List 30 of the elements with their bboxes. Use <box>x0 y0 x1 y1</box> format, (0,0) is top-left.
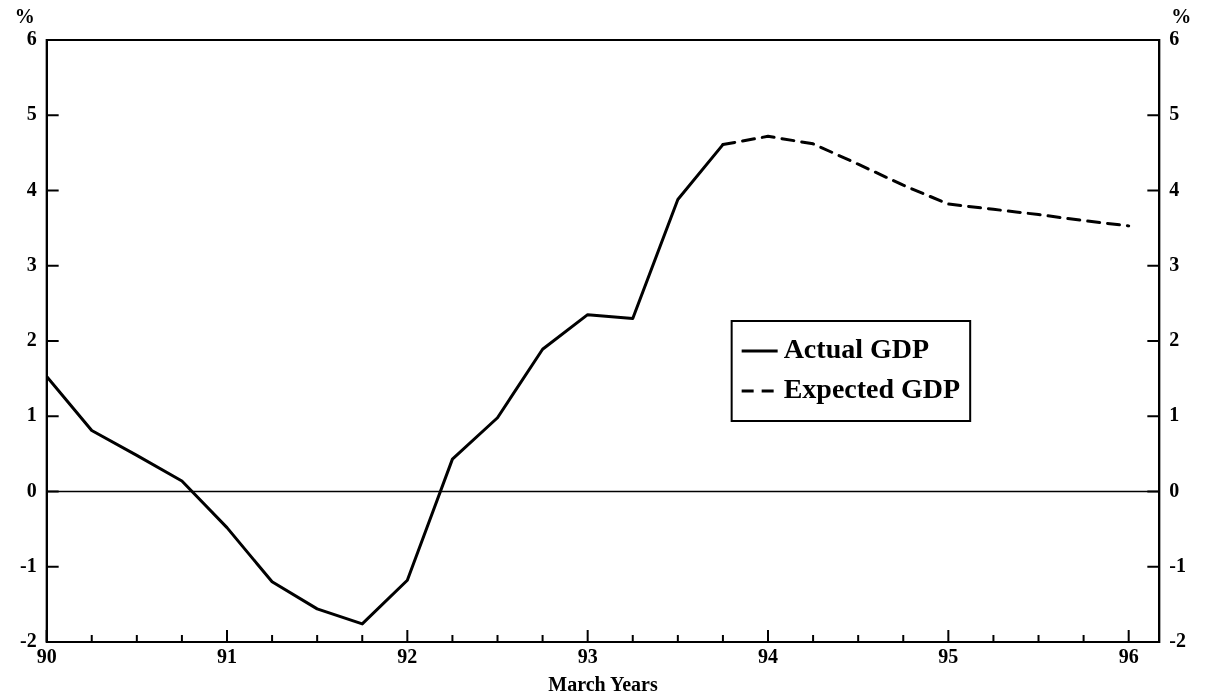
y-tick-label: 3 <box>26 252 37 275</box>
y2-axis-title: % <box>1171 5 1192 28</box>
legend-label: Actual GDP <box>783 333 930 365</box>
x-tick-label: 96 <box>1118 645 1139 668</box>
y-tick-label: 4 <box>26 177 37 200</box>
x-tick-label: 94 <box>758 645 779 668</box>
y-tick-label: 1 <box>26 403 37 426</box>
y2-tick-label: 1 <box>1169 403 1180 426</box>
y-tick-label: 2 <box>26 328 37 351</box>
x-tick-label: 93 <box>577 645 598 668</box>
x-axis-title: March Years <box>548 673 658 696</box>
y2-tick-label: 3 <box>1169 252 1180 275</box>
x-tick-label: 92 <box>397 645 418 668</box>
y2-tick-label: 6 <box>1169 27 1180 50</box>
y2-tick-label: 4 <box>1169 177 1180 200</box>
y-tick-label: -2 <box>19 629 37 652</box>
y2-tick-label: 0 <box>1169 478 1180 501</box>
y2-tick-label: 2 <box>1169 328 1180 351</box>
x-tick-label: 91 <box>217 645 237 668</box>
y-tick-label: 6 <box>26 27 37 50</box>
y2-tick-label: -2 <box>1169 629 1187 652</box>
y2-tick-label: 5 <box>1169 102 1180 125</box>
y-axis-title: % <box>14 5 35 28</box>
y-tick-label: 5 <box>26 102 37 125</box>
x-tick-label: 95 <box>938 645 959 668</box>
y-tick-label: -1 <box>19 553 37 576</box>
x-tick-label: 90 <box>36 645 57 668</box>
y-tick-label: 0 <box>26 478 37 501</box>
legend-label: Expected GDP <box>783 373 961 405</box>
y2-tick-label: -1 <box>1169 553 1187 576</box>
